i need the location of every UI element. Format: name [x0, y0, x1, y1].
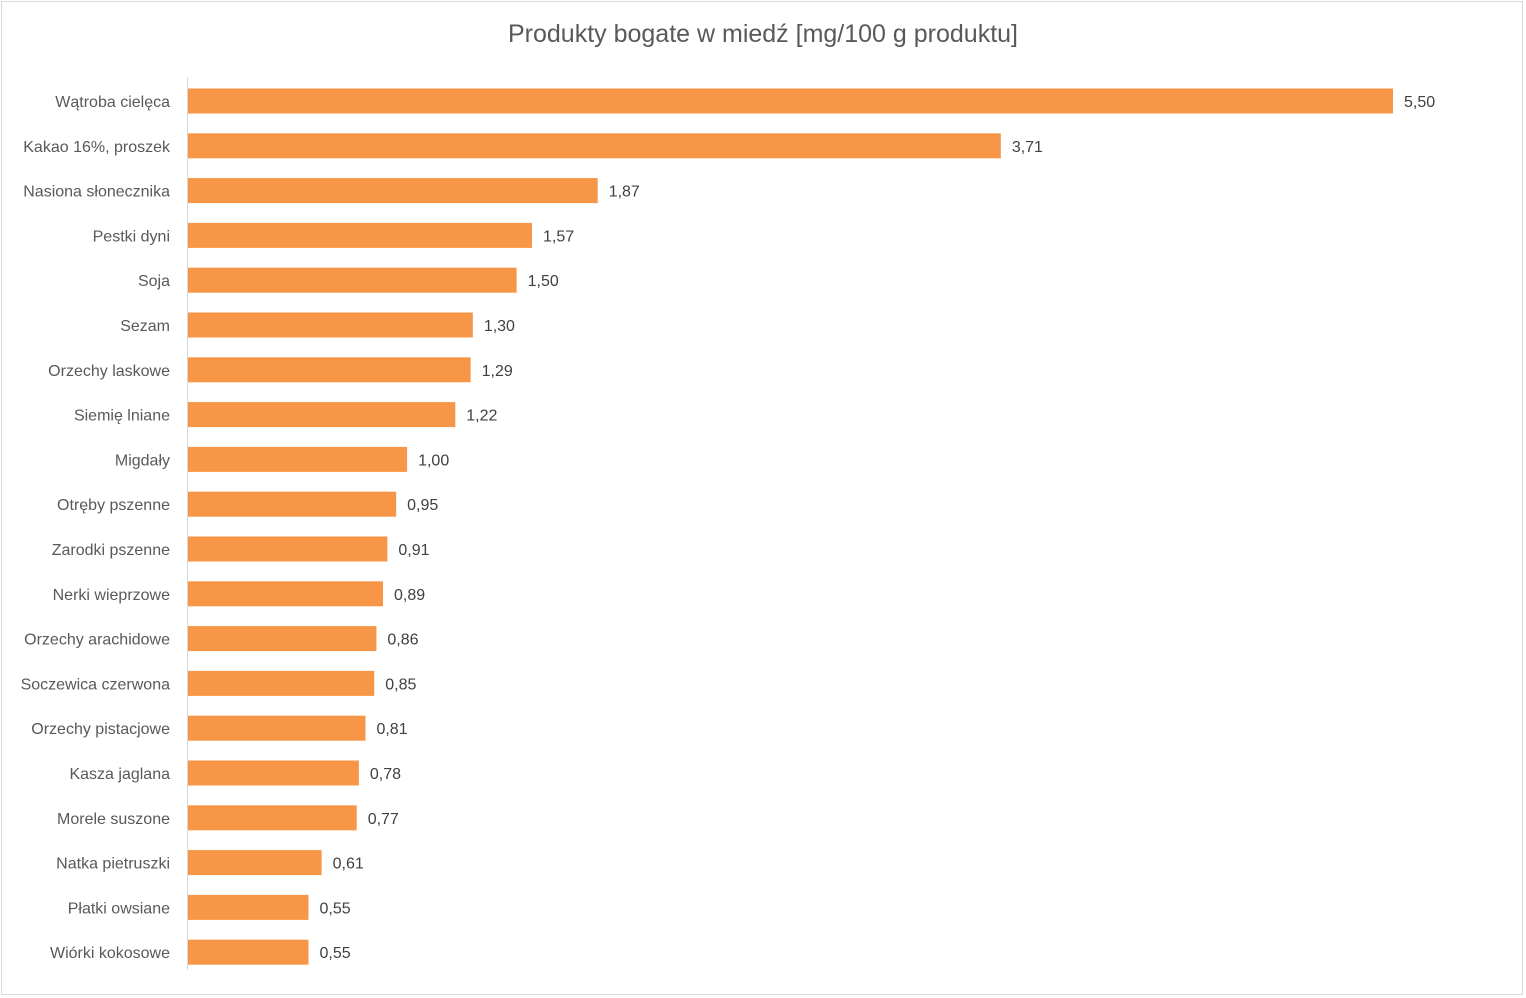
category-label: Soja — [138, 273, 170, 290]
category-label: Natka pietruszki — [56, 856, 170, 873]
bar — [188, 402, 456, 428]
bar — [188, 133, 1001, 159]
bar — [188, 939, 309, 965]
bar — [188, 626, 377, 652]
bar — [188, 88, 1393, 114]
bar — [188, 491, 397, 517]
category-label: Sezam — [120, 318, 170, 335]
category-label: Płatki owsiane — [68, 900, 170, 917]
data-label: 0,95 — [407, 497, 438, 514]
category-label: Wątroba cielęca — [55, 94, 170, 111]
data-label: 5,50 — [1404, 94, 1435, 111]
category-label: Orzechy arachidowe — [24, 632, 170, 649]
data-label: 1,57 — [543, 228, 574, 245]
category-label: Kasza jaglana — [69, 766, 170, 783]
category-label: Soczewica czerwona — [21, 676, 171, 693]
data-label: 0,91 — [398, 542, 429, 559]
category-label: Zarodki pszenne — [52, 542, 170, 559]
data-label: 1,87 — [609, 184, 640, 201]
data-label: 1,30 — [484, 318, 515, 335]
bar — [188, 446, 408, 472]
category-label: Otręby pszenne — [57, 497, 170, 514]
bar — [188, 670, 375, 696]
bar — [188, 581, 383, 607]
data-label: 0,55 — [320, 900, 351, 917]
data-label: 0,55 — [320, 945, 351, 962]
bar — [188, 850, 322, 876]
category-label: Nasiona słonecznika — [23, 184, 170, 201]
data-label: 0,61 — [333, 856, 364, 873]
category-label: Migdały — [115, 452, 170, 469]
bar — [188, 894, 309, 920]
category-label: Morele suszone — [57, 811, 170, 828]
category-label: Orzechy laskowe — [48, 363, 170, 380]
bar — [188, 267, 517, 293]
bar — [188, 222, 532, 248]
category-label: Kakao 16%, proszek — [23, 139, 171, 156]
data-label: 1,22 — [466, 408, 497, 425]
bar — [188, 805, 357, 831]
chart-title: Produkty bogate w miedź [mg/100 g produk… — [507, 20, 1018, 48]
bar — [188, 178, 598, 204]
data-label: 0,81 — [376, 721, 407, 738]
data-label: 3,71 — [1012, 139, 1043, 156]
data-label: 1,00 — [418, 452, 449, 469]
data-label: 0,89 — [394, 587, 425, 604]
data-label: 0,86 — [387, 632, 418, 649]
bar — [188, 715, 366, 741]
data-label: 0,78 — [370, 766, 401, 783]
category-label: Orzechy pistacjowe — [31, 721, 170, 738]
bar — [188, 760, 359, 786]
bar — [188, 357, 471, 383]
bar — [188, 536, 388, 562]
data-label: 1,29 — [482, 363, 513, 380]
data-label: 0,77 — [368, 811, 399, 828]
category-label: Wiórki kokosowe — [50, 945, 170, 962]
category-label: Siemię lniane — [74, 408, 170, 425]
bar — [188, 312, 473, 338]
category-label: Nerki wieprzowe — [53, 587, 170, 604]
category-label: Pestki dyni — [93, 228, 170, 245]
data-label: 0,85 — [385, 676, 416, 693]
data-label: 1,50 — [528, 273, 559, 290]
